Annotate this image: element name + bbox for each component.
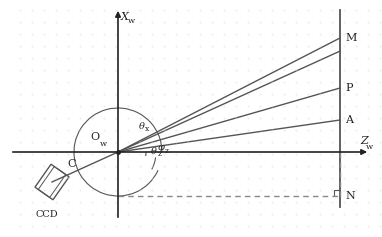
Text: Z: Z: [360, 136, 368, 146]
Text: z: z: [157, 150, 161, 158]
Text: C: C: [68, 159, 76, 169]
Text: θ: θ: [139, 122, 145, 131]
Text: A: A: [345, 115, 353, 125]
Text: x: x: [145, 125, 149, 133]
Text: z: z: [165, 147, 169, 155]
Text: φ: φ: [158, 143, 165, 152]
Text: X: X: [121, 12, 129, 22]
Text: w: w: [100, 140, 107, 148]
Text: w: w: [366, 143, 373, 151]
Text: w: w: [128, 17, 135, 25]
Text: θ: θ: [151, 146, 157, 155]
Text: N: N: [345, 191, 355, 201]
Text: CCD: CCD: [36, 210, 58, 219]
Text: O: O: [90, 132, 99, 142]
Text: M: M: [345, 33, 356, 43]
Text: P: P: [345, 83, 353, 93]
